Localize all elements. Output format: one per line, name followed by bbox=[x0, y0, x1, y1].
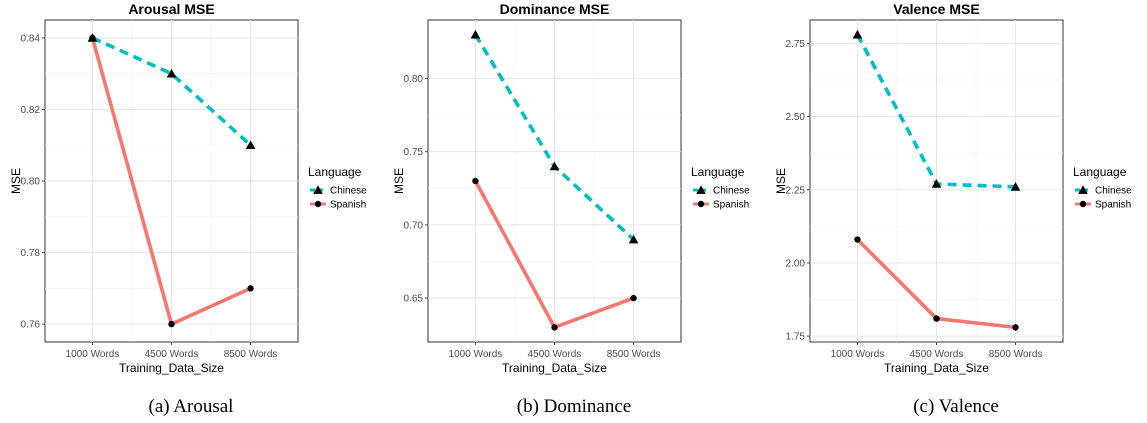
dominance-ytick-label: 0.70 bbox=[404, 220, 424, 231]
dominance-chart-svg: 0.65 0.70 0.75 0.80 1000 Words 4500 Words 8500… bbox=[392, 1, 750, 375]
valence-point-spanish bbox=[933, 315, 940, 322]
arousal-y-axis-label: MSE bbox=[9, 168, 23, 194]
dominance-legend-label-chinese: Chinese bbox=[713, 186, 750, 197]
dominance-legend-marker-spanish bbox=[697, 200, 705, 208]
valence-y-axis-label: MSE bbox=[774, 168, 788, 194]
dominance-chart-panel: 0.65 0.70 0.75 0.80 1000 Words 4500 Words 8500… bbox=[383, 0, 765, 423]
valence-ytick-label: 2.25 bbox=[786, 185, 806, 196]
valence-xtick-label: 8500 Words bbox=[989, 349, 1043, 360]
arousal-ytick-label: 0.82 bbox=[21, 105, 41, 116]
valence-legend-label-chinese: Chinese bbox=[1095, 186, 1132, 197]
arousal-xtick-label: 8500 Words bbox=[224, 349, 278, 360]
arousal-legend-label-chinese: Chinese bbox=[330, 186, 367, 197]
valence-legend-marker-spanish bbox=[1079, 200, 1087, 208]
dominance-legend-title: Language bbox=[691, 165, 745, 179]
arousal-chart-svg: 0.76 0.78 0.80 0.82 0.84 1000 Words 4500 Words… bbox=[9, 1, 367, 375]
arousal-point-chinese bbox=[245, 140, 256, 150]
arousal-point-spanish bbox=[247, 285, 254, 292]
valence-point-chinese bbox=[852, 29, 863, 39]
arousal-chart-title: Arousal MSE bbox=[128, 1, 214, 17]
valence-ytick-label: 2.00 bbox=[786, 258, 806, 269]
arousal-ytick-label: 0.84 bbox=[21, 33, 41, 44]
arousal-point-spanish bbox=[89, 34, 96, 42]
dominance-point-spanish bbox=[551, 324, 558, 331]
valence-x-axis-label: Training_Data_Size bbox=[884, 361, 989, 375]
dominance-xtick-label: 8500 Words bbox=[607, 349, 661, 360]
valence-point-spanish bbox=[1012, 324, 1019, 331]
valence-xtick-label: 4500 Words bbox=[910, 349, 964, 360]
dominance-ytick-label: 0.80 bbox=[404, 74, 424, 85]
valence-chart-svg: 1.75 2.00 2.25 2.50 2.75 1000 Words 4500 Words… bbox=[774, 1, 1132, 375]
valence-ytick-label: 2.75 bbox=[786, 39, 806, 50]
dominance-point-chinese bbox=[470, 29, 481, 39]
dominance-point-chinese bbox=[628, 234, 639, 244]
valence-ytick-label: 2.50 bbox=[786, 112, 806, 123]
dominance-legend-label-spanish: Spanish bbox=[713, 200, 749, 211]
dominance-point-spanish bbox=[630, 294, 637, 302]
valence-point-chinese bbox=[1010, 182, 1021, 191]
dominance-caption: (b) Dominance bbox=[516, 396, 632, 417]
valence-legend-marker-chinese bbox=[1078, 185, 1088, 194]
dominance-point-chinese bbox=[549, 161, 560, 171]
valence-point-chinese bbox=[931, 179, 942, 188]
arousal-xtick-label: 1000 Words bbox=[66, 349, 120, 360]
valence-legend-title: Language bbox=[1073, 165, 1127, 179]
dominance-ytick-label: 0.75 bbox=[404, 147, 424, 158]
arousal-chart-panel: 0.76 0.78 0.80 0.82 0.84 1000 Words 4500 Words… bbox=[0, 0, 382, 423]
arousal-legend-marker-chinese bbox=[313, 185, 323, 194]
arousal-point-chinese bbox=[166, 68, 177, 78]
arousal-series-line-chinese bbox=[91, 36, 252, 147]
arousal-legend-marker-spanish bbox=[314, 200, 322, 208]
arousal-ytick-label: 0.76 bbox=[21, 320, 41, 331]
valence-caption: (c) Valence bbox=[913, 396, 999, 417]
valence-chart-panel: 1.75 2.00 2.25 2.50 2.75 1000 Words 4500 Words… bbox=[765, 0, 1147, 423]
dominance-legend-marker-chinese bbox=[696, 185, 706, 194]
arousal-caption: (a) Arousal bbox=[148, 396, 234, 417]
arousal-legend-label-spanish: Spanish bbox=[330, 200, 366, 211]
dominance-xtick-label: 1000 Words bbox=[449, 349, 503, 360]
arousal-ytick-label: 0.80 bbox=[21, 177, 41, 188]
arousal-x-axis-label: Training_Data_Size bbox=[119, 361, 224, 375]
dominance-x-axis-label: Training_Data_Size bbox=[502, 361, 607, 375]
valence-chart-title: Valence MSE bbox=[893, 1, 979, 17]
dominance-xtick-label: 4500 Words bbox=[528, 349, 582, 360]
arousal-ytick-label: 0.78 bbox=[21, 248, 41, 259]
valence-xtick-label: 1000 Words bbox=[831, 349, 885, 360]
arousal-point-spanish bbox=[168, 320, 175, 328]
valence-legend-label-spanish: Spanish bbox=[1095, 200, 1131, 211]
dominance-ytick-label: 0.65 bbox=[404, 294, 424, 305]
dominance-point-spanish bbox=[472, 177, 479, 185]
dominance-y-axis-label: MSE bbox=[392, 168, 406, 194]
arousal-legend-title: Language bbox=[308, 165, 362, 179]
arousal-xtick-label: 4500 Words bbox=[145, 349, 199, 360]
valence-point-spanish bbox=[854, 236, 861, 243]
dominance-chart-title: Dominance MSE bbox=[500, 1, 610, 17]
valence-ytick-label: 1.75 bbox=[786, 332, 806, 343]
